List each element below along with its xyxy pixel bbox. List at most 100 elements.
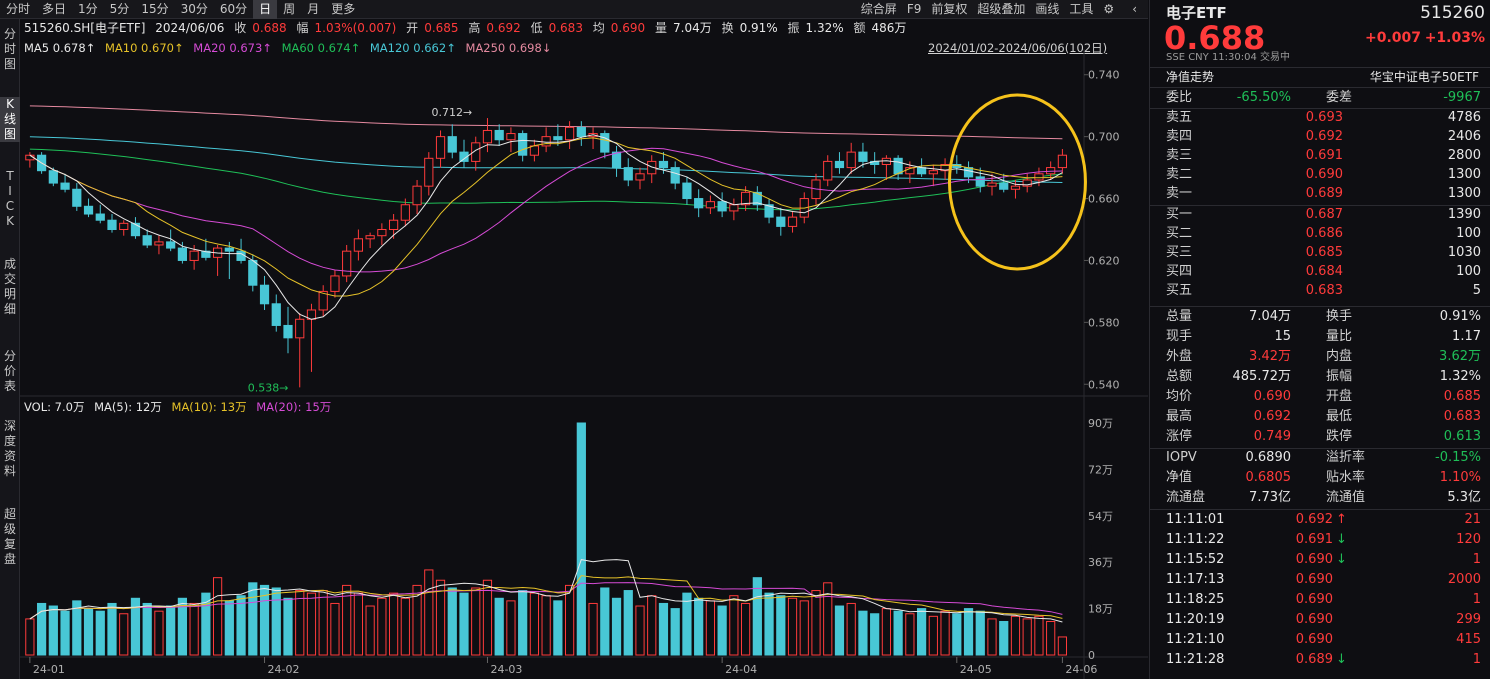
volume-bar	[787, 597, 798, 656]
volume-bar	[212, 577, 223, 656]
fund-label: 流通值	[1326, 490, 1366, 505]
ask-volume: 2800	[1447, 148, 1481, 163]
quote-row: 11:11:01 0.692 ↑ 21	[1150, 510, 1490, 530]
candle-body	[424, 157, 434, 187]
candle-body	[846, 151, 856, 169]
weibi-label: 委比	[1166, 90, 1193, 105]
view-tab[interactable]: 深度资料	[3, 419, 16, 478]
avg-value: 0.690	[610, 21, 646, 35]
fund-label: 净值	[1166, 470, 1193, 485]
period-tab[interactable]: 日	[253, 0, 278, 19]
stat-label: 总额	[1166, 369, 1193, 384]
price-tick-label: 0.620	[1088, 254, 1120, 267]
ma10-line	[29, 137, 1063, 297]
bid-level-label: 买二	[1166, 226, 1193, 241]
toolbar-button[interactable]: F9	[906, 2, 922, 16]
view-tab[interactable]: 分价表	[3, 349, 16, 393]
view-tab[interactable]: 超级复盘	[3, 507, 16, 566]
candle-body	[482, 129, 493, 144]
stat-value: 0.683	[1443, 409, 1481, 424]
volume-bar	[647, 595, 657, 656]
stat-value: 7.04万	[1249, 309, 1291, 324]
kline-chart[interactable]: 0.740 0.700 0.660 0.620 0.580 0.540 90万 72万 54万 3…	[20, 19, 1148, 679]
candle-body	[764, 204, 774, 218]
candle-body	[787, 216, 798, 227]
period-tab[interactable]: 30分	[180, 1, 208, 16]
toolbar-button[interactable]: 综合屏	[860, 2, 897, 16]
volume-bar	[471, 587, 481, 656]
candle-body	[1022, 179, 1032, 187]
settings-gear-icon[interactable]: ⚙	[1103, 2, 1115, 16]
bid-price: 0.683	[1305, 283, 1343, 298]
toolbar-button[interactable]: 超级叠加	[977, 2, 1026, 16]
period-tab[interactable]: 60分	[219, 1, 248, 16]
stat-value: 485.72万	[1232, 369, 1292, 384]
symbol-label: 515260.SH[电子ETF]	[24, 21, 146, 35]
candle-body	[717, 201, 727, 212]
volume-bar	[670, 608, 680, 656]
tick-volume: 1	[1472, 592, 1481, 607]
volume-bar	[600, 587, 610, 656]
quote-row: 买二 0.686 100	[1150, 224, 1490, 244]
collapse-chevron-icon[interactable]: ‹	[1132, 2, 1137, 16]
tick-direction-icon: ↓	[1336, 552, 1347, 567]
toolbar-button[interactable]: 工具	[1069, 2, 1094, 16]
toolbar-button[interactable]: 画线	[1035, 2, 1060, 16]
volume-bar	[283, 597, 293, 656]
candle-body	[248, 259, 258, 286]
nav-trend-link[interactable]: 净值走势	[1166, 70, 1215, 84]
period-tab[interactable]: 分时	[6, 1, 31, 16]
candle-body	[670, 167, 680, 184]
view-tab[interactable]: 成交明细	[3, 257, 16, 316]
toolbar-button[interactable]: 前复权	[931, 2, 968, 16]
period-tab[interactable]: 15分	[141, 1, 169, 16]
ask-level-label: 卖五	[1166, 110, 1193, 125]
quote-row: 买一 0.687 1390	[1150, 205, 1490, 225]
period-tab[interactable]: 多日	[42, 1, 67, 16]
candle-body	[388, 219, 399, 230]
volume-bar	[318, 590, 328, 656]
volume-bar	[588, 602, 598, 656]
period-tab[interactable]: 周	[283, 1, 296, 16]
period-tab[interactable]: 更多	[331, 1, 356, 16]
candle-body	[119, 222, 129, 231]
fund-value: 7.73亿	[1249, 490, 1291, 505]
candle-body	[189, 250, 199, 261]
volume-bar	[1046, 620, 1056, 656]
quote-row: IOPV 0.6890 溢折率 -0.15%	[1150, 448, 1490, 468]
fund-value: 0.6805	[1245, 470, 1292, 485]
ask-volume: 1300	[1447, 186, 1481, 201]
tick-volume: 415	[1456, 632, 1481, 647]
bid-volume: 100	[1456, 226, 1481, 241]
view-tab[interactable]: 分时图	[3, 27, 16, 71]
tick-time: 11:11:22	[1166, 532, 1225, 547]
volume-bar	[494, 597, 504, 656]
volume-bar	[412, 584, 422, 656]
tick-direction-icon: ↑	[1336, 512, 1347, 527]
fund-label: IOPV	[1166, 450, 1197, 465]
low-label: 低	[530, 21, 543, 35]
volume-bar	[975, 610, 985, 656]
volume-bar	[259, 584, 270, 656]
volume-bar	[236, 595, 246, 656]
price-tick-label: 0.580	[1088, 316, 1120, 329]
tick-time: 11:11:01	[1166, 512, 1225, 527]
candle-body	[83, 205, 94, 215]
period-tab[interactable]: 月	[307, 1, 320, 16]
period-tab[interactable]: 5分	[109, 1, 130, 16]
quote-row: 买四 0.684 100	[1150, 262, 1490, 282]
period-tab[interactable]: 1分	[78, 1, 98, 16]
tick-price: 0.690	[1295, 632, 1333, 647]
ask-volume: 4786	[1447, 110, 1481, 125]
date-tick-label: 24-04	[725, 663, 757, 676]
volume-bar	[330, 602, 340, 656]
volume-bar	[893, 610, 903, 656]
volume-bar	[36, 602, 47, 656]
date-range-label[interactable]: 2024/01/02-2024/06/06(102日)	[928, 41, 1108, 55]
vol-label: 量	[654, 21, 667, 35]
quote-row: 总额 485.72万 振幅 1.32%	[1150, 367, 1490, 387]
ask-price: 0.690	[1305, 167, 1343, 182]
price-change: +0.007	[1364, 30, 1421, 46]
